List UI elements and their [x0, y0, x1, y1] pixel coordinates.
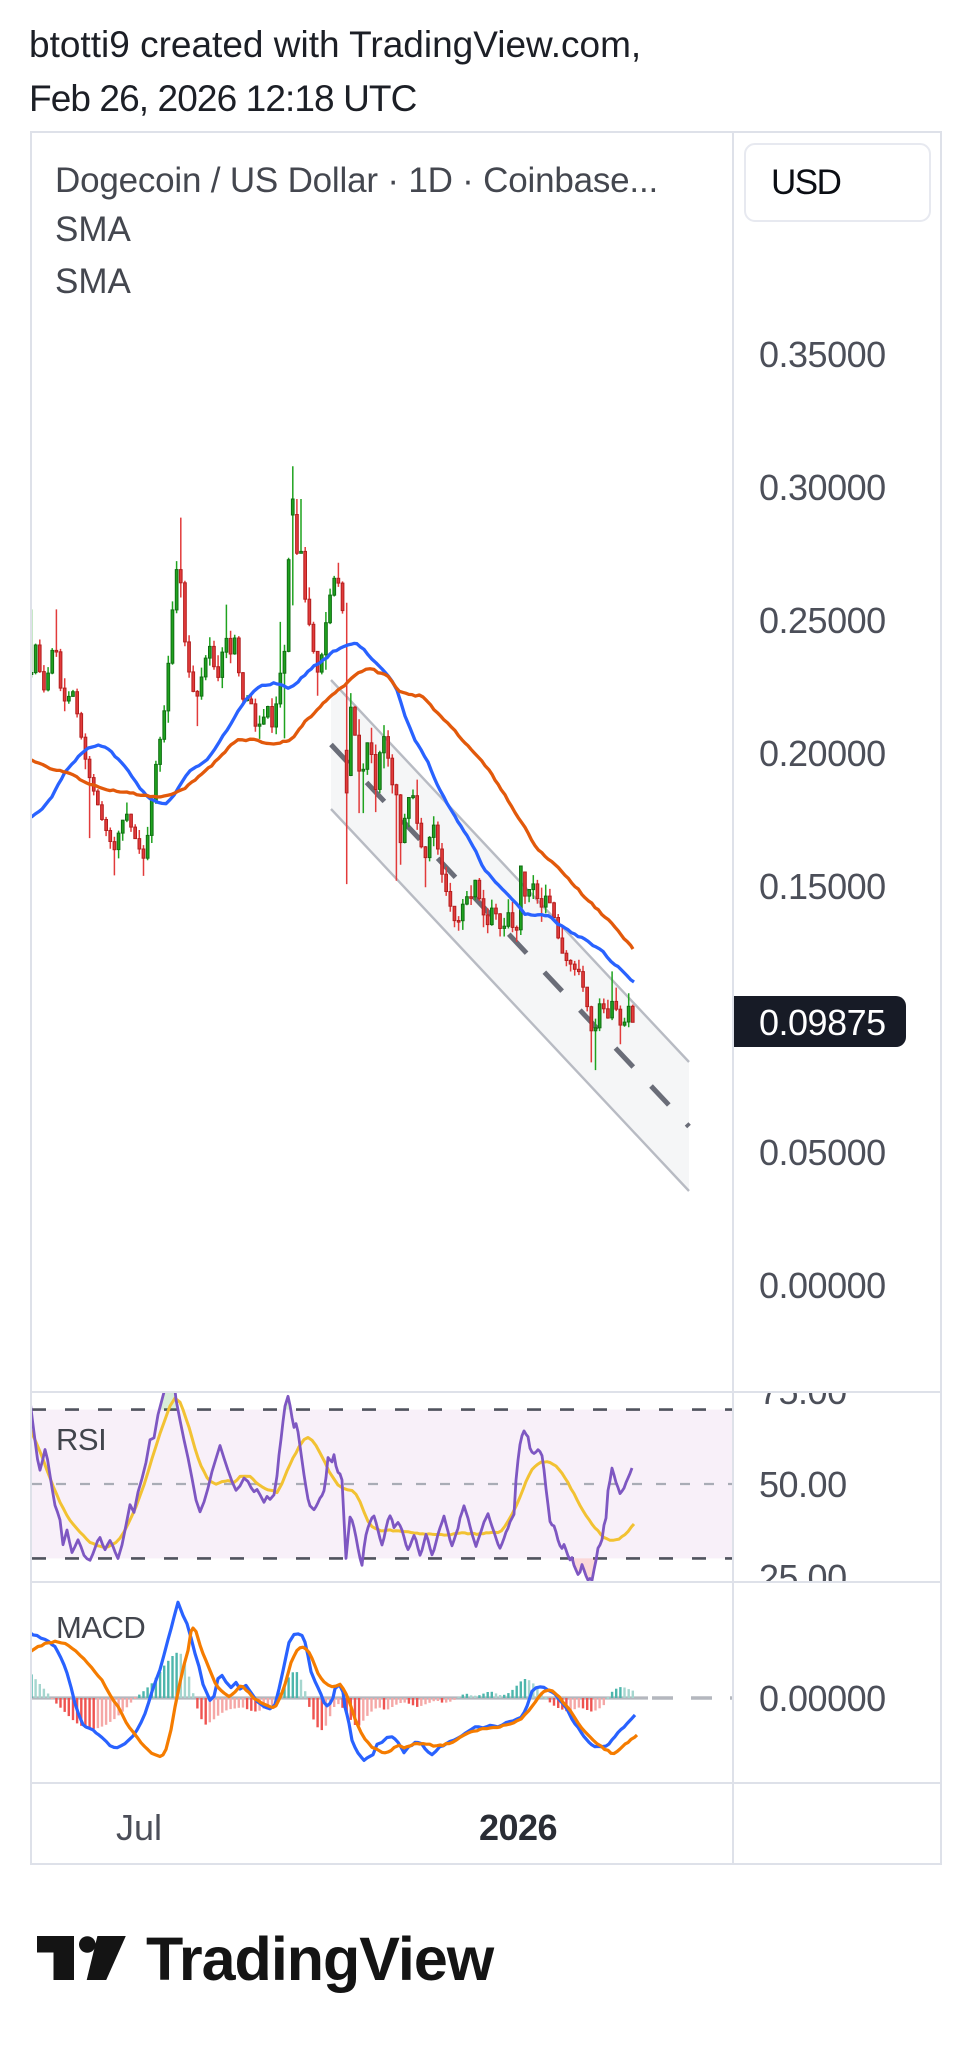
svg-text:TradingView: TradingView [146, 1925, 495, 1993]
svg-text:50.00: 50.00 [759, 1464, 847, 1505]
svg-text:MACD: MACD [56, 1610, 145, 1645]
svg-text:Jul: Jul [116, 1807, 162, 1848]
svg-text:0.09875: 0.09875 [759, 1002, 886, 1043]
svg-text:0.00000: 0.00000 [759, 1678, 886, 1719]
svg-text:USD: USD [771, 163, 841, 202]
svg-text:25.00: 25.00 [759, 1557, 847, 1598]
svg-text:0.30000: 0.30000 [759, 467, 886, 508]
svg-text:RSI: RSI [56, 1422, 106, 1457]
svg-text:0.35000: 0.35000 [759, 334, 886, 375]
svg-text:Feb 26, 2026 12:18 UTC: Feb 26, 2026 12:18 UTC [29, 78, 417, 119]
svg-text:0.20000: 0.20000 [759, 733, 886, 774]
svg-text:0.15000: 0.15000 [759, 866, 886, 907]
svg-text:Dogecoin / US Dollar · 1D · Co: Dogecoin / US Dollar · 1D · Coinbase... [55, 161, 658, 200]
svg-text:75.00: 75.00 [759, 1371, 847, 1412]
svg-text:btotti9 created with TradingVi: btotti9 created with TradingView.com, [29, 24, 641, 65]
svg-text:SMA: SMA [55, 210, 132, 249]
svg-text:0.00000: 0.00000 [759, 1265, 886, 1306]
svg-text:0.25000: 0.25000 [759, 600, 886, 641]
svg-text:0.05000: 0.05000 [759, 1132, 886, 1173]
svg-text:SMA: SMA [55, 262, 132, 301]
svg-text:2026: 2026 [479, 1807, 557, 1848]
